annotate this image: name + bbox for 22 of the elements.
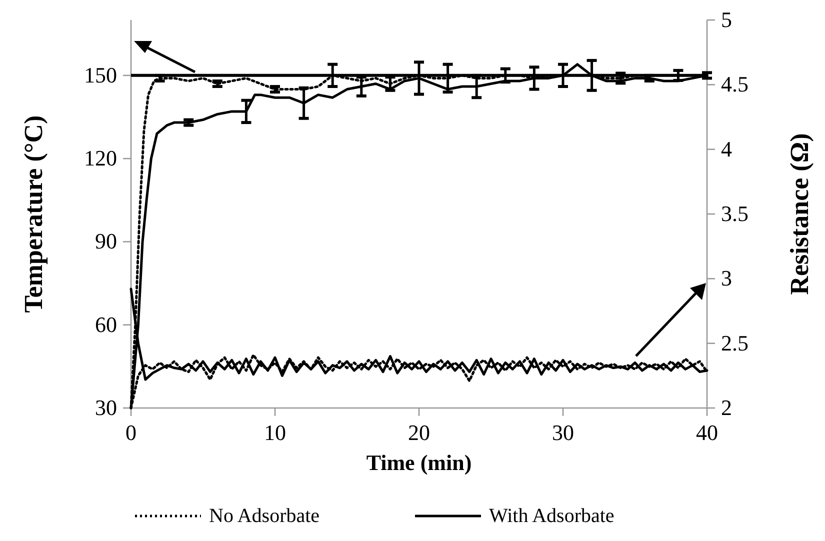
y2-tick-label: 5 bbox=[721, 7, 732, 32]
x-tick-label: 40 bbox=[696, 420, 718, 445]
x-tick-label: 10 bbox=[264, 420, 286, 445]
x-axis-title: Time (min) bbox=[366, 450, 472, 475]
y2-tick-label: 3.5 bbox=[721, 201, 748, 226]
y-tick-label: 90 bbox=[95, 228, 117, 254]
y2-tick-label: 2.5 bbox=[721, 330, 748, 356]
y-axis-title: Temperature (°C) bbox=[19, 115, 48, 313]
legend-label: No Adsorbate bbox=[209, 505, 320, 527]
y-tick-label: 60 bbox=[95, 312, 117, 337]
y2-tick-label: 4.5 bbox=[721, 72, 748, 97]
y-tick-label: 30 bbox=[95, 395, 117, 420]
y2-tick-label: 3 bbox=[721, 266, 732, 291]
y2-axis-title: Resistance (Ω) bbox=[785, 133, 814, 295]
y-tick-label: 150 bbox=[84, 62, 117, 88]
legend-label: With Adsorbate bbox=[489, 505, 614, 527]
y2-tick-label: 4 bbox=[721, 136, 732, 162]
x-tick-label: 0 bbox=[126, 420, 136, 445]
y2-tick-label: 2 bbox=[721, 395, 732, 420]
y-tick-label: 120 bbox=[84, 146, 117, 171]
x-tick-label: 20 bbox=[408, 420, 430, 445]
x-tick-label: 30 bbox=[552, 420, 574, 445]
